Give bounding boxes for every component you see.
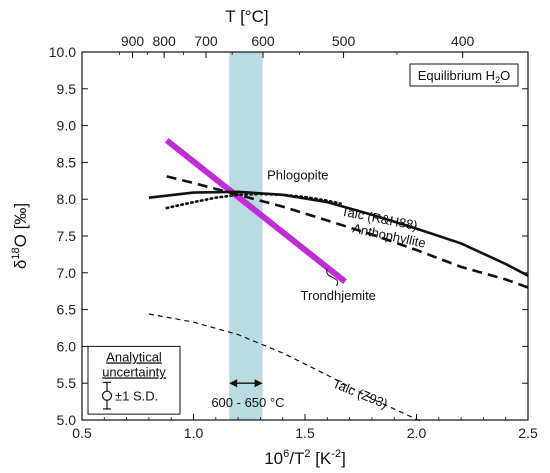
top-tick-label: 800 (152, 33, 176, 49)
x-tick-label: 2.5 (518, 425, 538, 441)
band-annotation: 600 - 650 °C (211, 379, 284, 410)
uncertainty-box: Analytical uncertainty ±1 S.D. (87, 345, 181, 415)
y-tick-label: 6.0 (57, 338, 77, 354)
uncertainty-title-line1: Analytical (106, 349, 162, 364)
x-tick-label: 0.5 (72, 425, 92, 441)
y-tick-label: 5.0 (57, 412, 77, 428)
band-arrow-head-right (254, 379, 263, 388)
y-axis-title: δ18O [‰] (10, 203, 30, 269)
top-tick-label: 400 (451, 33, 475, 49)
top-tick-label: 500 (332, 33, 356, 49)
y-tick-label: 9.5 (57, 81, 77, 97)
legend-box: Equilibrium H2O (409, 63, 519, 87)
band-arrow-head-left (229, 379, 238, 388)
x-tick-label: 2.0 (407, 425, 427, 441)
top-axis-title: T [°C] (225, 7, 268, 26)
series-line-talc-z93 (148, 313, 424, 423)
uncertainty-title-line2: uncertainty (102, 364, 166, 379)
top-tick-label: 600 (251, 33, 275, 49)
tick-layer (81, 51, 529, 421)
x-axis-title: 106/T2 [K-2] (264, 448, 346, 468)
series-label: Phlogopite (267, 167, 328, 182)
error-bar-point (101, 390, 113, 401)
y-tick-label: 8.0 (57, 191, 77, 207)
legend-text: Equilibrium H2O (418, 68, 510, 85)
y-tick-label: 9.0 (57, 118, 77, 134)
band-label: 600 - 650 °C (211, 395, 284, 410)
top-tick-label: 900 (121, 33, 145, 49)
series-layer (148, 137, 529, 423)
y-tick-label: 10.0 (49, 44, 76, 60)
y-tick-label: 6.5 (57, 302, 77, 318)
y-tick-label: 5.5 (57, 375, 77, 391)
label-layer: 0.5 1.0 1.5 2.0 2.5 5.0 5.5 6.0 6.5 7.0 7.5 8.0 8.5 9… (49, 33, 538, 441)
series-line-anthophyllite (166, 175, 529, 289)
series-label: Talc (Z93) (331, 376, 390, 412)
x-tick-label: 1.5 (295, 425, 315, 441)
top-tick-label: 700 (194, 33, 218, 49)
uncertainty-value: ±1 S.D. (115, 389, 158, 404)
y-tick-label: 7.5 (57, 228, 77, 244)
uncertainty-frame (87, 345, 181, 415)
y-tick-label: 8.5 (57, 154, 77, 170)
series-line-trondhjemite (164, 137, 347, 284)
temperature-band (229, 52, 263, 420)
y-tick-label: 7.0 (57, 265, 77, 281)
trondhjemite-leader-line (326, 268, 339, 287)
x-tick-label: 1.0 (184, 425, 204, 441)
temperature-band-layer (229, 52, 263, 420)
series-line-talc-r-h88 (148, 190, 529, 277)
series-label: Trondhjemite (301, 288, 376, 303)
legend-frame (409, 63, 519, 87)
